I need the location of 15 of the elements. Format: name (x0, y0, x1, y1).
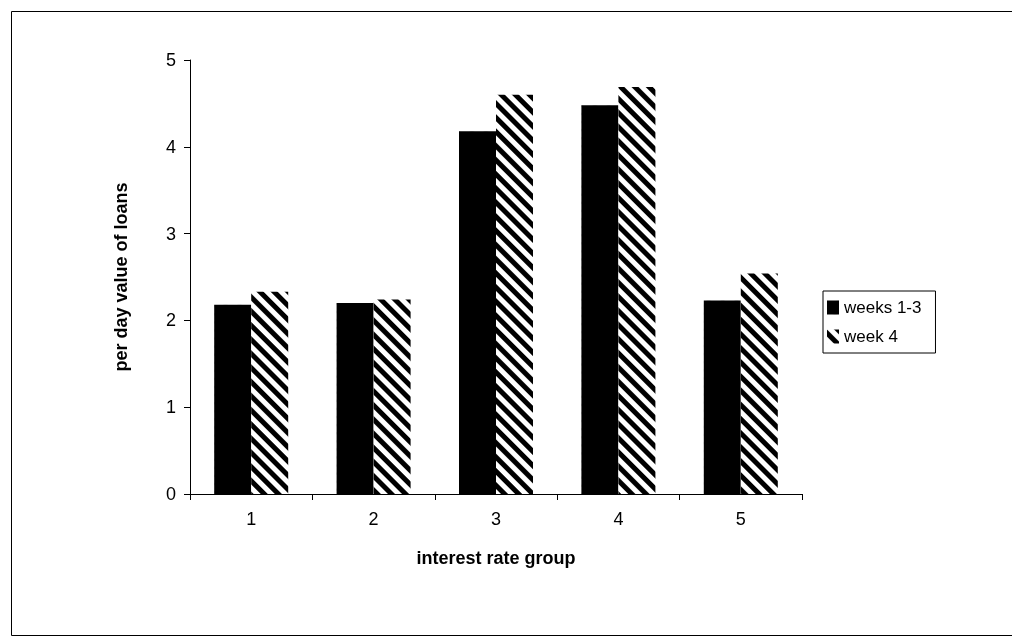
x-tick-label: 2 (368, 509, 379, 529)
y-axis-title: per day value of loans (111, 182, 131, 372)
y-tick-label: 4 (165, 136, 176, 157)
x-tick-label: 1 (246, 509, 257, 529)
y-tick-label: 5 (165, 50, 176, 70)
legend-label: weeks 1-3 (843, 298, 922, 317)
x-tick-label: 4 (613, 509, 624, 529)
y-tick-label: 1 (165, 397, 176, 418)
x-tick-label: 3 (490, 509, 502, 529)
y-tick-label: 2 (165, 310, 176, 331)
y-tick-label: 3 (165, 223, 176, 244)
x-axis-title: interest rate group (416, 548, 576, 568)
legend-label: week 4 (843, 327, 898, 346)
y-tick-label: 0 (165, 484, 176, 504)
x-tick-label: 5 (735, 509, 746, 529)
